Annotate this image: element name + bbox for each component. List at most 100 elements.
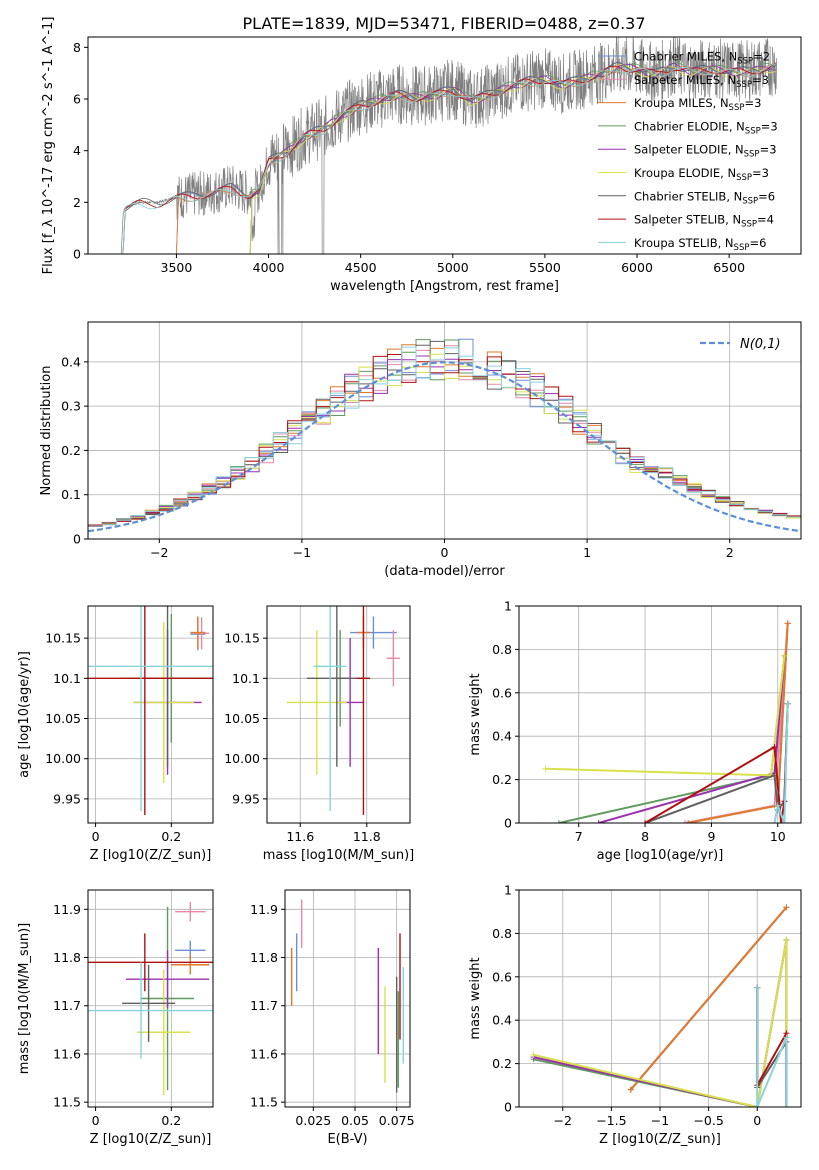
x-tick-label: 2 — [726, 545, 734, 560]
series-marker-8 — [778, 820, 785, 823]
legend-entry-6: Kroupa ELODIE, NSSP=3 — [634, 166, 769, 183]
y-axis-label: mass [log10(M/M_sun)] — [17, 923, 32, 1075]
y-tick-label: 0.6 — [492, 969, 512, 984]
series-marker-6 — [781, 652, 788, 659]
y-tick-label: 11.5 — [250, 1095, 278, 1110]
legend-entry-7: Chabrier STELIB, NSSP=6 — [634, 189, 775, 206]
legend-entry-4: Chabrier ELODIE, NSSP=3 — [634, 119, 778, 136]
axes-frame — [87, 605, 214, 824]
y-tick-label: 11.7 — [53, 998, 81, 1013]
x-tick-label: 6000 — [621, 260, 653, 275]
x-tick-label: 0.025 — [295, 1113, 331, 1128]
y-tick-label: 10.05 — [45, 711, 81, 726]
series-marker-9 — [781, 820, 788, 823]
x-tick-label: 7 — [575, 829, 583, 844]
y-axis-label: Normed distribution — [39, 366, 54, 496]
y-tick-label: 0.4 — [492, 1013, 512, 1028]
y-tick-label: 1 — [504, 883, 512, 898]
series-line-9 — [756, 987, 788, 1107]
y-tick-label: 10.1 — [232, 671, 260, 686]
series-marker-5 — [595, 820, 602, 823]
series-marker-9 — [783, 1104, 790, 1107]
axes-frame — [284, 889, 411, 1108]
y-tick-label: 10.15 — [45, 631, 81, 646]
y-tick-label: 10.15 — [224, 631, 260, 646]
model-spectrum-line-6 — [249, 64, 777, 254]
x-tick-label: 0 — [753, 1113, 761, 1128]
x-tick-label: 0.2 — [161, 1113, 181, 1128]
series-marker-3 — [685, 820, 692, 823]
series-line-6 — [545, 655, 786, 777]
x-tick-label: 9 — [707, 829, 715, 844]
series-marker-9 — [783, 1034, 790, 1041]
series-marker-6 — [542, 765, 549, 772]
legend-entry-3: Kroupa MILES, NSSP=3 — [634, 96, 761, 113]
x-tick-label: −2 — [554, 1113, 572, 1128]
x-tick-label: 4500 — [345, 260, 377, 275]
spectrum-panel: 3500 4000 4500 5000 5500 6000 6500 0 2 4 6 8 wavelen… — [41, 17, 802, 294]
series-marker-3 — [784, 620, 791, 627]
legend-entry-5: Salpeter ELODIE, NSSP=3 — [634, 143, 777, 160]
y-tick-label: 11.6 — [250, 1046, 278, 1061]
age-vs-mass-panel: 11.6 11.8 9.95 10.00 10.05 10.1 10.15 mass [log… — [224, 605, 415, 863]
y-tick-label: 9.95 — [232, 791, 260, 806]
y-tick-label: 1 — [504, 599, 512, 614]
x-tick-label: 1 — [583, 545, 591, 560]
y-tick-label: 10.1 — [53, 671, 81, 686]
series-line-2 — [684, 623, 789, 823]
legend-entry-1: Chabrier MILES, NSSP=2 — [634, 50, 770, 67]
y-tick-label: 0.2 — [492, 772, 512, 787]
plot-area — [88, 902, 213, 1095]
x-axis-label: wavelength [Angstrom, rest frame] — [330, 279, 559, 294]
series-line-4 — [558, 655, 786, 823]
series-marker-6 — [783, 936, 790, 943]
y-tick-label: 0.3 — [61, 399, 81, 414]
y-tick-label: 0.2 — [492, 1056, 512, 1071]
y-tick-label: 0.1 — [61, 487, 81, 502]
series-marker-6 — [530, 1051, 537, 1058]
legend-entry-normal: N(0,1) — [740, 337, 781, 352]
plot-area — [286, 606, 401, 815]
x-tick-label: 8 — [641, 829, 649, 844]
x-axis-label: mass [log10(M/M_sun)] — [263, 848, 415, 863]
axes-frame — [266, 605, 411, 824]
axes-frame — [518, 605, 802, 824]
mass-vs-metallicity-panel: 0 0.2 11.5 11.6 11.7 11.8 11.9 Z [log10(Z/Z_sun… — [17, 889, 214, 1147]
x-tick-label: 6500 — [713, 260, 745, 275]
x-tick-label: 0 — [92, 829, 100, 844]
y-tick-label: 8 — [73, 40, 81, 55]
model-spectrum-line-4 — [249, 61, 777, 254]
axes-frame — [87, 36, 802, 255]
y-tick-label: 2 — [73, 195, 81, 210]
series-line-5 — [598, 655, 786, 823]
x-tick-label: 3500 — [161, 260, 193, 275]
x-axis-label: (data-model)/error — [384, 564, 505, 579]
x-tick-label: −1 — [651, 1113, 669, 1128]
y-tick-label: 0.8 — [492, 926, 512, 941]
x-tick-label: 4000 — [253, 260, 285, 275]
axes-frame — [518, 889, 802, 1108]
y-tick-label: 0 — [504, 816, 512, 831]
y-tick-label: 10.00 — [45, 751, 81, 766]
mass-weight-vs-age-panel: 7 8 9 10 0 0.2 0.4 0.6 0.8 1 age [log10(age/yr)] ma… — [468, 599, 802, 863]
age-vs-metallicity-panel: 0 0.2 9.95 10.00 10.05 10.1 10.15 Z [log10(Z/Z_… — [17, 605, 214, 863]
y-tick-label: 0.4 — [492, 729, 512, 744]
x-tick-label: −1 — [293, 545, 311, 560]
y-axis-label: Flux [f_λ 10^-17 erg cm^-2 s^-1 A^-1] — [41, 17, 56, 275]
x-axis-label: Z [log10(Z/Z_sun)] — [599, 1132, 721, 1147]
y-tick-label: 4 — [73, 143, 81, 158]
axes-frame — [87, 889, 214, 1108]
x-axis-label: E(B-V) — [327, 1132, 367, 1147]
figure-title: PLATE=1839, MJD=53471, FIBERID=0488, z=0… — [242, 14, 645, 33]
plot-area — [88, 606, 213, 815]
x-axis-label: Z [log10(Z/Z_sun)] — [90, 848, 212, 863]
series-line-3 — [630, 906, 788, 1091]
x-tick-label: 0.05 — [341, 1113, 369, 1128]
y-tick-label: 6 — [73, 92, 81, 107]
plot-area — [120, 37, 778, 254]
legend-entry-2: Salpeter MILES, NSSP=3 — [634, 73, 769, 90]
y-tick-label: 0 — [73, 247, 81, 262]
series-marker-9 — [774, 802, 781, 809]
y-tick-label: 0 — [504, 1100, 512, 1115]
y-tick-label: 11.6 — [53, 1046, 81, 1061]
